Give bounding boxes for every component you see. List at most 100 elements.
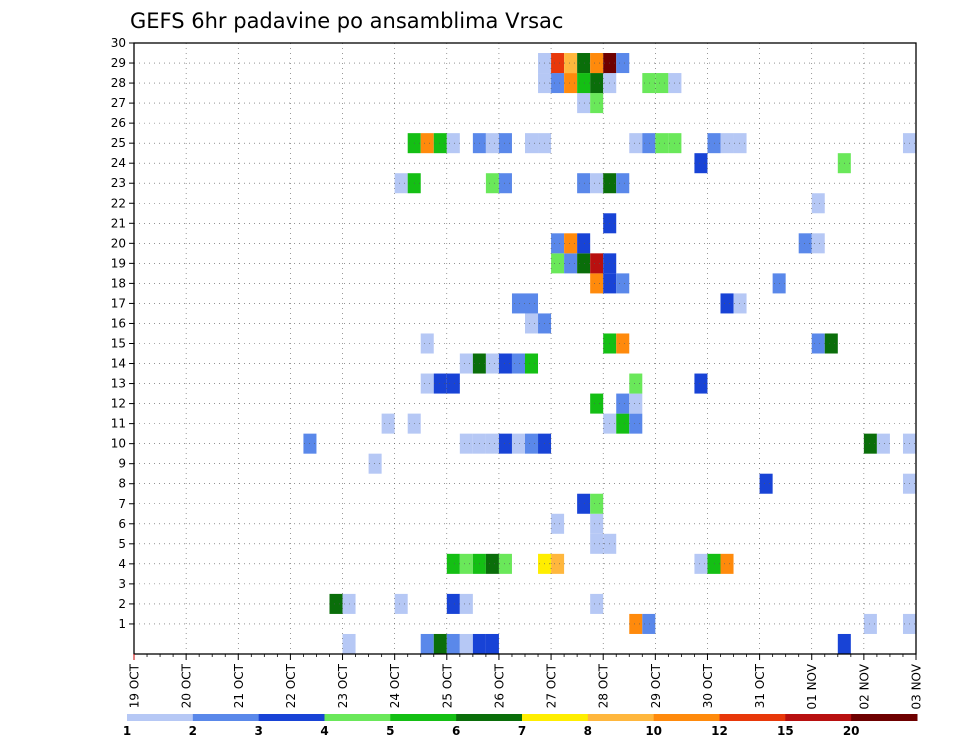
heatmap-cell [368,453,382,474]
colorbar-label: 15 [777,724,794,738]
x-tick-label: 01 NOV [805,663,819,709]
heatmap-cell [564,233,578,254]
heatmap-cell [642,133,656,154]
heatmap-cell [420,133,434,154]
heatmap-cell [824,333,838,354]
colorbar-label: 1 [123,724,131,738]
heatmap-cell [564,53,578,74]
heatmap-cell [629,373,643,394]
heatmap-cell [420,333,434,354]
heatmap-cell [642,73,656,94]
y-tick-label: 24 [111,156,126,170]
colorbar-label: 6 [452,724,460,738]
colorbar-label: 2 [189,724,197,738]
y-tick-label: 4 [118,557,126,571]
heatmap-cell [811,233,825,254]
heatmap-cell [485,553,499,574]
heatmap-cell [525,133,539,154]
colorbar-swatch [390,714,457,721]
heatmap-cell [511,433,525,454]
heatmap-cell [551,73,565,94]
heatmap-cell [485,633,499,654]
heatmap-cell [616,53,630,74]
y-tick-label: 14 [111,357,126,371]
heatmap-cell [459,593,473,614]
y-tick-label: 1 [118,617,126,631]
y-tick-label: 25 [111,136,126,150]
y-tick-label: 29 [111,56,126,70]
heatmap-cell [433,633,447,654]
heatmap-cell [733,293,747,314]
y-tick-label: 15 [111,336,126,350]
heatmap-cell [590,273,604,294]
heatmap-cell [837,633,851,654]
heatmap-cell [498,433,512,454]
colorbar-swatch [324,714,391,721]
heatmap-cell [446,633,460,654]
heatmap-cell [863,613,877,634]
x-tick-label: 29 OCT [649,663,663,708]
heatmap-cell [720,133,734,154]
heatmap-cell [590,393,604,414]
colorbar-label: 8 [584,724,592,738]
heatmap-cell [707,133,721,154]
heatmap-cell [720,553,734,574]
x-tick-label: 30 OCT [701,663,715,708]
y-tick-label: 30 [111,36,126,50]
colorbar-label: 12 [711,724,728,738]
heatmap-cell [381,413,395,434]
heatmap-cell [459,633,473,654]
heatmap-cell [642,613,656,634]
heatmap-cell [551,513,565,534]
heatmap-cell [577,73,591,94]
heatmap-cell [590,173,604,194]
y-axis: 1234567891011121314151617181920212223242… [111,36,134,631]
heatmap-cell [498,353,512,374]
heatmap-cell [485,433,499,454]
x-tick-label: 27 OCT [545,663,559,708]
x-tick-label: 20 OCT [180,663,194,708]
heatmap-cell [525,313,539,334]
y-tick-label: 28 [111,76,126,90]
heatmap-cell [590,513,604,534]
heatmap-cell [472,633,486,654]
heatmap-cell [811,193,825,214]
heatmap-cell [446,593,460,614]
heatmap-cell [707,553,721,574]
heatmap-cell [446,133,460,154]
heatmap-cell [590,593,604,614]
heatmap-cell [590,493,604,514]
y-tick-label: 12 [111,397,126,411]
heatmap-cell [459,353,473,374]
y-tick-label: 13 [111,377,126,391]
heatmap-cell [433,373,447,394]
heatmap-cell [577,233,591,254]
colorbar-swatch [587,714,655,721]
heatmap-cell [329,593,343,614]
heatmap-cell [590,73,604,94]
y-tick-label: 7 [118,497,126,511]
y-tick-label: 26 [111,116,126,130]
y-tick-label: 21 [111,216,126,230]
colorbar-swatch [785,714,852,721]
y-tick-label: 16 [111,316,126,330]
heatmap-cell [811,333,825,354]
x-tick-label: 24 OCT [388,663,402,708]
y-tick-label: 3 [118,577,126,591]
x-tick-label: 03 NOV [910,663,924,709]
colorbar-label: 20 [843,724,860,738]
heatmap-cell [759,473,773,494]
heatmap-cell [485,173,499,194]
heatmap-cell [577,53,591,74]
heatmap-cell [511,353,525,374]
x-axis: 19 OCT 20 OCT 21 OCT 22 OCT 23 OCT 24 OCT 25 O… [128,654,924,710]
y-tick-label: 19 [111,256,126,270]
heatmap-cell [694,373,708,394]
heatmap-cell [590,253,604,274]
heatmap-cell [577,173,591,194]
colorbar-swatch [653,714,720,721]
heatmap-cell [420,373,434,394]
heatmap-cell [577,493,591,514]
heatmap-cell [694,553,708,574]
